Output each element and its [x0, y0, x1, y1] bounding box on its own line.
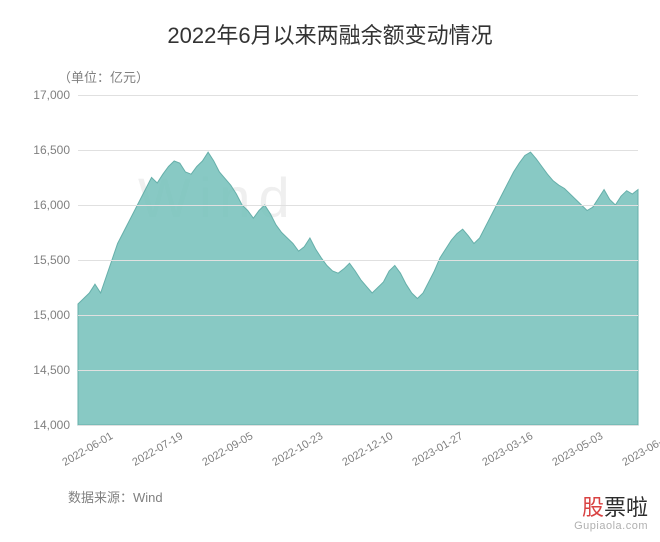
y-tick-label: 15,500: [33, 253, 78, 267]
grid-line: [78, 260, 638, 261]
x-tick-label: 2023-06-20: [617, 425, 660, 469]
site-logo: 股票啦 Gupiaola.com: [574, 490, 648, 532]
grid-line: [78, 370, 638, 371]
x-tick-label: 2022-12-10: [337, 425, 395, 469]
y-tick-label: 14,000: [33, 418, 78, 432]
area-series: [78, 152, 638, 425]
logo-domain: Gupiaola.com: [574, 520, 648, 532]
y-tick-label: 14,500: [33, 363, 78, 377]
chart-container: 2022年6月以来两融余额变动情况 （单位：亿元） Wind 14,00014,…: [0, 0, 660, 542]
y-tick-label: 16,500: [33, 143, 78, 157]
grid-line: [78, 150, 638, 151]
chart-unit-label: （单位：亿元）: [58, 67, 149, 86]
grid-line: [78, 315, 638, 316]
logo-cn-dark: 票啦: [604, 495, 648, 520]
grid-line: [78, 205, 638, 206]
x-tick-label: 2022-10-23: [267, 425, 325, 469]
grid-line: [78, 95, 638, 96]
chart-title: 2022年6月以来两融余额变动情况: [0, 0, 660, 50]
x-tick-label: 2022-07-19: [127, 425, 185, 469]
y-tick-label: 15,000: [33, 308, 78, 322]
x-tick-label: 2023-05-03: [547, 425, 605, 469]
x-tick-label: 2022-09-05: [197, 425, 255, 469]
y-tick-label: 17,000: [33, 88, 78, 102]
x-tick-label: 2023-03-16: [477, 425, 535, 469]
logo-cn-red: 股: [582, 495, 604, 520]
y-tick-label: 16,000: [33, 198, 78, 212]
x-tick-label: 2023-01-27: [407, 425, 465, 469]
plot-area: Wind 14,00014,50015,00015,50016,00016,50…: [78, 95, 638, 425]
data-source-label: 数据来源：Wind: [68, 487, 163, 506]
logo-cn: 股票啦: [574, 490, 648, 522]
grid-line: [78, 425, 638, 426]
